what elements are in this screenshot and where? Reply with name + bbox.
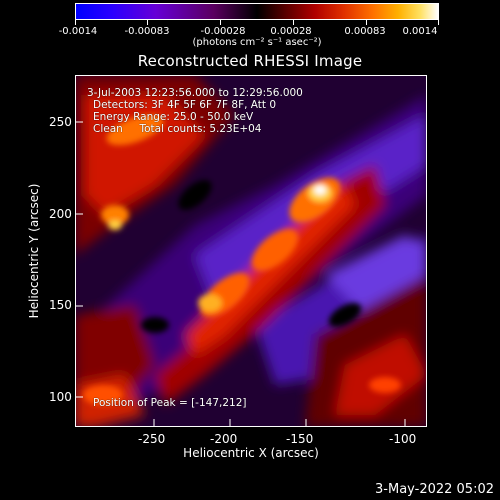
colorbar-tick-label: 0.00083: [344, 26, 386, 37]
info-clean: Clean Total counts: 5.23E+04: [93, 123, 262, 135]
colorbar-tick-label: -0.00083: [124, 26, 170, 37]
y-tick-label: 250: [49, 115, 72, 129]
info-time-range: 3-Jul-2003 12:23:56.000 to 12:29:56.000: [87, 87, 303, 99]
colorbar-tick: [293, 20, 294, 25]
x-tick-label: -150: [286, 432, 314, 446]
x-tick-label: -100: [389, 432, 417, 446]
colorbar-tick: [75, 20, 76, 25]
y-tick-label: 200: [49, 207, 72, 221]
info-peak-position: Position of Peak = [-147,212]: [93, 397, 247, 409]
colorbar-tick: [220, 20, 221, 25]
y-tick-label: 150: [49, 298, 72, 312]
rhessi-image: 3-Jul-2003 12:23:56.000 to 12:29:56.000 …: [75, 75, 427, 427]
colorbar-tick: [438, 20, 439, 25]
plot-title: Reconstructed RHESSI Image: [137, 52, 363, 70]
colorbar-tick: [147, 20, 148, 25]
y-axis-title: Heliocentric Y (arcsec): [27, 183, 41, 319]
x-tick-label: -200: [210, 432, 238, 446]
colorbar-tick-label: 0.00028: [270, 26, 312, 37]
axis-ticks: [75, 121, 406, 427]
footer-date: 3-May-2022 05:02: [375, 482, 494, 497]
info-energy-range: Energy Range: 25.0 - 50.0 keV: [93, 111, 254, 123]
image-heatmap: [75, 75, 427, 427]
x-tick-label: -250: [138, 432, 166, 446]
colorbar-tick-label: 0.0014: [402, 26, 438, 37]
colorbar-tick: [366, 20, 367, 25]
colorbar: [75, 3, 439, 20]
colorbar-tick-label: -0.0014: [58, 26, 98, 37]
colorbar-units: (photons cm⁻² s⁻¹ asec⁻²): [192, 37, 322, 48]
x-axis-title: Heliocentric X (arcsec): [183, 446, 319, 460]
info-detectors: Detectors: 3F 4F 5F 6F 7F 8F, Att 0: [93, 99, 277, 111]
y-tick-label: 100: [49, 390, 72, 404]
colorbar-tick-label: -0.00028: [200, 26, 246, 37]
